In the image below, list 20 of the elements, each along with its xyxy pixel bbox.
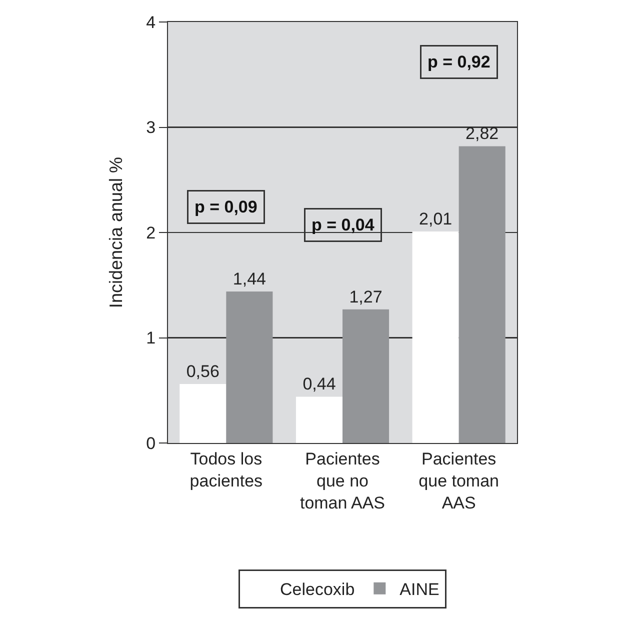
data-label: 2,01 (419, 209, 452, 228)
annotation: p = 0,04 (312, 216, 375, 234)
text: Celecoxib (280, 580, 355, 599)
x-tick-label: Pacientes que no toman AAS (300, 449, 386, 513)
legend-label: AINE (400, 580, 440, 599)
data-label: 1,27 (349, 287, 382, 306)
annotation: p = 0,09 (194, 198, 258, 216)
y-tick-label: 1 (146, 328, 156, 348)
data-label: 0,56 (186, 362, 220, 382)
x-tick-label: Pacientes que toman AAS (418, 449, 499, 513)
annotation: p = 0,92 (428, 52, 490, 72)
data-label: 0,44 (302, 374, 336, 394)
y-tick-label: 0 (146, 434, 156, 453)
x-tick-label: Todos los pacientes (190, 449, 263, 490)
y-tick-label: 2 (146, 223, 156, 242)
data-label: 2,82 (466, 124, 499, 144)
y-axis-title: Incidencia anual % (106, 156, 126, 308)
y-tick-label: 4 (146, 12, 156, 32)
data-label: 1,44 (232, 269, 266, 288)
y-tick-label: 3 (146, 118, 156, 138)
